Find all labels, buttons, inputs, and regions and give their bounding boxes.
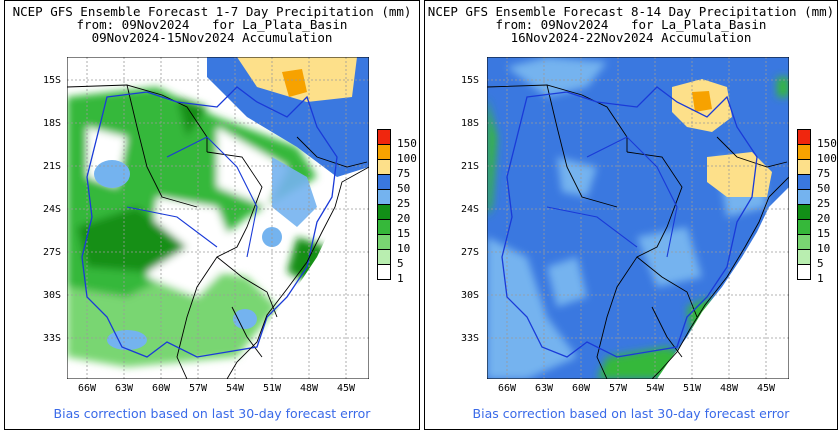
- legend-swatch: [797, 205, 811, 220]
- legend-label: 150: [397, 137, 417, 150]
- legend-swatch: [377, 205, 391, 220]
- lat-label: 18S: [460, 118, 479, 129]
- color-legend: [797, 129, 811, 280]
- legend-label: 150: [817, 137, 837, 150]
- legend-swatch: [797, 145, 811, 160]
- lat-label: 15S: [42, 75, 61, 86]
- legend-swatch: [797, 160, 811, 175]
- lat-label: 24S: [42, 204, 61, 215]
- title-line-3: 16Nov2024-22Nov2024 Accumulation: [510, 30, 752, 45]
- legend-label: 75: [397, 167, 411, 180]
- lat-label: 30S: [42, 290, 61, 301]
- legend-label: 50: [397, 182, 411, 195]
- legend-label: 5: [397, 257, 404, 270]
- legend-swatch: [797, 265, 811, 280]
- legend-label: 100: [397, 152, 417, 165]
- lat-label: 30S: [460, 290, 479, 301]
- lon-label: 51W: [682, 383, 702, 394]
- legend-swatch: [377, 160, 391, 175]
- lon-label: 54W: [225, 383, 245, 394]
- lon-label: 48W: [719, 383, 739, 394]
- map-graphic: [67, 57, 369, 379]
- legend-label: 100: [817, 152, 837, 165]
- lat-label: 21S: [42, 161, 61, 172]
- legend-label: 20: [397, 212, 411, 225]
- legend-swatch: [797, 220, 811, 235]
- legend-label: 10: [397, 242, 411, 255]
- legend-swatch: [797, 250, 811, 265]
- lat-label: 18S: [42, 118, 61, 129]
- legend-swatch: [797, 235, 811, 250]
- legend-swatch: [377, 265, 391, 280]
- legend-label: 25: [397, 197, 411, 210]
- lon-label: 57W: [188, 383, 208, 394]
- legend-label: 75: [817, 167, 831, 180]
- legend-swatch: [377, 220, 391, 235]
- precip-map-week1: [67, 57, 369, 379]
- title-line-1: NCEP GFS Ensemble Forecast 8-14 Day Prec…: [427, 4, 835, 19]
- legend-swatch: [797, 190, 811, 205]
- legend-swatch: [377, 129, 391, 145]
- legend-label: 1: [397, 272, 404, 285]
- title-line-2: from: 09Nov2024 for La_Plata_Basin: [495, 17, 767, 32]
- legend-label: 15: [397, 227, 411, 240]
- bias-note: Bias correction based on last 30-day for…: [472, 406, 790, 421]
- lat-label: 24S: [460, 204, 479, 215]
- panel-week1: NCEP GFS Ensemble Forecast 1-7 Day Preci…: [4, 0, 420, 430]
- legend-swatch: [377, 235, 391, 250]
- legend-label: 25: [817, 197, 831, 210]
- lat-label: 15S: [460, 75, 479, 86]
- lon-label: 63W: [114, 383, 134, 394]
- map-graphic: [487, 57, 789, 379]
- lon-label: 66W: [497, 383, 517, 394]
- lon-label: 54W: [645, 383, 665, 394]
- panel-week2: NCEP GFS Ensemble Forecast 8-14 Day Prec…: [424, 0, 838, 430]
- panel-title: NCEP GFS Ensemble Forecast 8-14 Day Prec…: [425, 5, 837, 44]
- lon-label: 51W: [262, 383, 282, 394]
- lon-label: 63W: [534, 383, 554, 394]
- lat-label: 33S: [460, 333, 479, 344]
- title-line-2: from: 09Nov2024 for La_Plata_Basin: [76, 17, 348, 32]
- lon-label: 57W: [608, 383, 628, 394]
- lat-label: 27S: [460, 247, 479, 258]
- legend-swatch: [377, 250, 391, 265]
- legend-swatch: [377, 190, 391, 205]
- legend-label: 15: [817, 227, 831, 240]
- legend-label: 10: [817, 242, 831, 255]
- legend-swatch: [377, 145, 391, 160]
- lon-label: 45W: [336, 383, 356, 394]
- title-line-3: 09Nov2024-15Nov2024 Accumulation: [91, 30, 333, 45]
- lon-label: 48W: [299, 383, 319, 394]
- legend-swatch: [377, 175, 391, 190]
- lat-label: 21S: [460, 161, 479, 172]
- legend-label: 1: [817, 272, 824, 285]
- bias-note: Bias correction based on last 30-day for…: [53, 406, 371, 421]
- lon-label: 66W: [77, 383, 97, 394]
- color-legend: [377, 129, 391, 280]
- lon-label: 60W: [151, 383, 171, 394]
- precip-map-week2: [487, 57, 789, 379]
- legend-label: 20: [817, 212, 831, 225]
- title-line-1: NCEP GFS Ensemble Forecast 1-7 Day Preci…: [12, 4, 412, 19]
- legend-swatch: [797, 129, 811, 145]
- lon-label: 45W: [756, 383, 776, 394]
- panel-title: NCEP GFS Ensemble Forecast 1-7 Day Preci…: [5, 5, 419, 44]
- lon-label: 60W: [571, 383, 591, 394]
- legend-swatch: [797, 175, 811, 190]
- legend-label: 50: [817, 182, 831, 195]
- lat-label: 27S: [42, 247, 61, 258]
- legend-label: 5: [817, 257, 824, 270]
- lat-label: 33S: [42, 333, 61, 344]
